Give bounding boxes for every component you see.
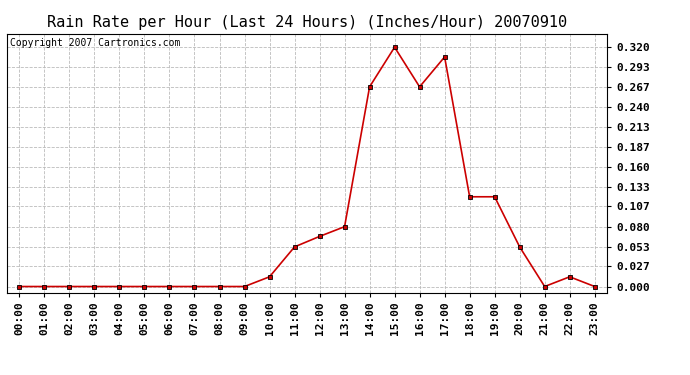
Text: Copyright 2007 Cartronics.com: Copyright 2007 Cartronics.com — [10, 38, 180, 48]
Title: Rain Rate per Hour (Last 24 Hours) (Inches/Hour) 20070910: Rain Rate per Hour (Last 24 Hours) (Inch… — [47, 15, 567, 30]
